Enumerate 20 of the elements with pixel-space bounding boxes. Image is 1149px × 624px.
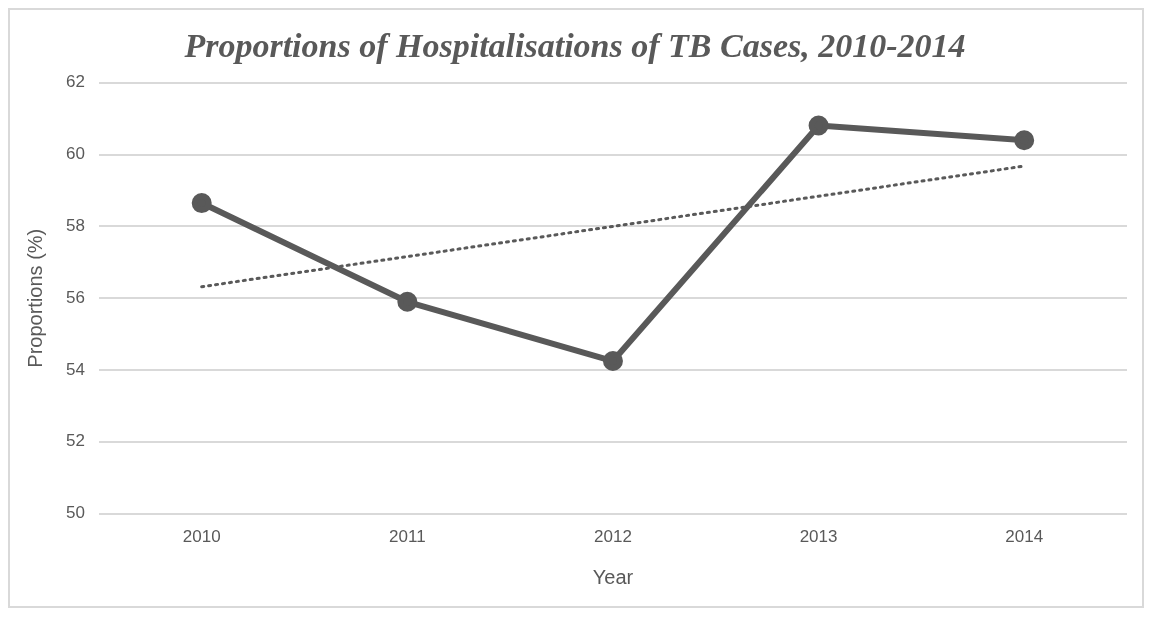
x-tick-label: 2013 (799, 527, 838, 547)
point (1014, 130, 1035, 151)
point (191, 193, 212, 214)
x-tick-label: 2012 (594, 527, 632, 547)
y-axis-title: Proportions (%) (23, 228, 46, 368)
point (808, 115, 829, 136)
y-tick-label: 52 (65, 431, 85, 451)
x-tick-label: 2011 (389, 527, 426, 547)
y-tick-label: 54 (65, 359, 85, 379)
y-tick-label: 56 (65, 287, 85, 307)
y-tick-label: 50 (65, 503, 85, 523)
chart-title: Proportions of Hospitalisations of TB Cases, 2010-2014 (183, 27, 966, 65)
y-tick-label: 62 (65, 72, 85, 92)
point (602, 351, 623, 372)
x-tick-label: 2014 (1005, 527, 1044, 547)
y-tick-label: 60 (65, 144, 85, 164)
x-tick-label: 2010 (182, 527, 221, 547)
point (397, 291, 418, 312)
x-axis-title: Year (592, 565, 634, 588)
y-tick-label: 58 (65, 216, 85, 236)
